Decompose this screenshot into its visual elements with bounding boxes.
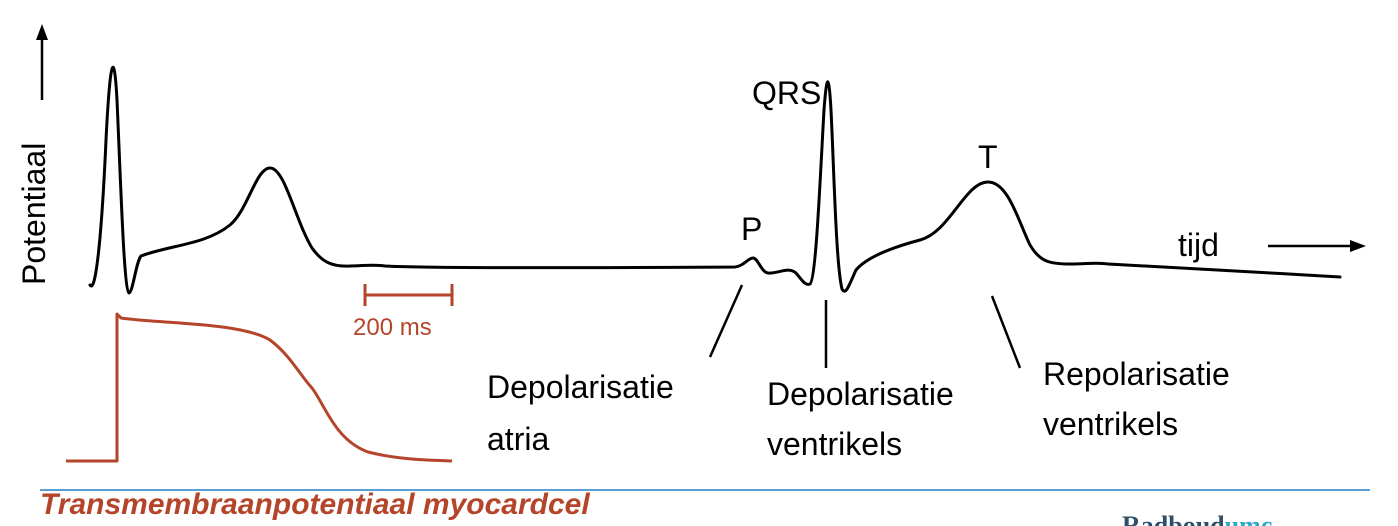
radboudumc-logo: Radboudumc bbox=[1122, 511, 1272, 526]
caption-transmembrane: Transmembraanpotentiaal myocardcel bbox=[40, 488, 590, 521]
scale-bar-label: 200 ms bbox=[353, 314, 432, 341]
scale-bar bbox=[363, 284, 454, 306]
logo-accent-text: umc bbox=[1225, 511, 1273, 526]
x-axis-arrow bbox=[1268, 240, 1366, 252]
ventricles-depol-annotation-line2: ventrikels bbox=[767, 426, 902, 462]
qrs-complex-label: QRS bbox=[752, 75, 821, 111]
x-axis-label: tijd bbox=[1178, 227, 1219, 263]
ventricles-repol-annotation-line2: ventrikels bbox=[1043, 406, 1178, 442]
ventricles-repol-annotation-line1: Repolarisatie bbox=[1043, 356, 1230, 392]
atria-annotation-line1: Depolarisatie bbox=[487, 369, 674, 405]
ecg-trace bbox=[88, 65, 1342, 295]
p-wave-label: P bbox=[741, 211, 762, 247]
y-axis-arrow bbox=[36, 24, 48, 100]
atria-pointer-line bbox=[708, 284, 744, 358]
t-wave-label: T bbox=[978, 139, 998, 175]
logo-main-text: Radboud bbox=[1122, 511, 1225, 526]
action-potential-trace bbox=[66, 312, 453, 463]
ventricles-repol-pointer-line bbox=[990, 295, 1022, 369]
atria-annotation-line2: atria bbox=[487, 421, 549, 457]
y-axis-label: Potentiaal bbox=[16, 143, 52, 285]
ventricles-depol-annotation-line1: Depolarisatie bbox=[767, 376, 954, 412]
